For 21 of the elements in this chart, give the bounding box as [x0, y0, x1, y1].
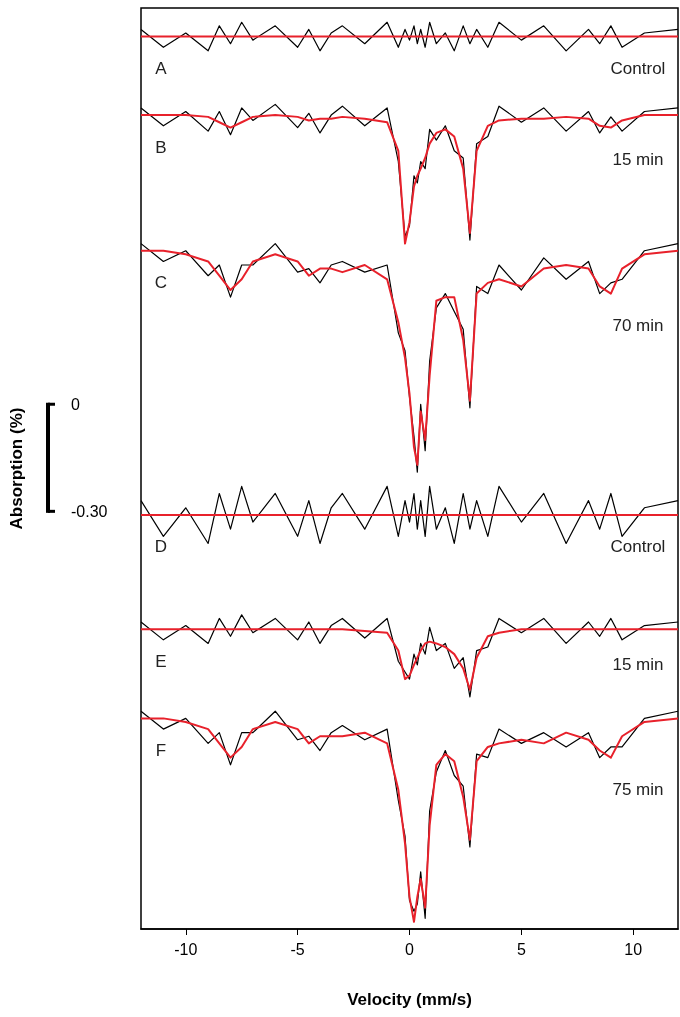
annotation: B [155, 137, 167, 157]
x-tick-label: -10 [174, 940, 198, 958]
annotation: 75 min [612, 780, 664, 800]
y-tick-label: -0.30 [71, 502, 108, 520]
x-tick-label: 10 [624, 940, 643, 958]
annotation: Control [610, 59, 666, 79]
annotation: 70 min [612, 316, 664, 336]
annotation: D [154, 537, 168, 557]
annotation: C [154, 273, 168, 293]
annotation: A [155, 59, 168, 79]
annotation: E [155, 651, 167, 671]
annotation: F [155, 740, 167, 760]
y-axis-title: Absorption (%) [7, 407, 26, 530]
x-tick-label: 0 [405, 940, 415, 958]
x-tick-label: -5 [290, 940, 305, 958]
x-axis-title: Velocity (mm/s) [347, 990, 472, 1009]
annotation: Control [610, 537, 666, 557]
line-series [140, 628, 679, 691]
annotation: 15 min [612, 150, 664, 170]
x-tick-label: 5 [516, 940, 526, 958]
annotation: 15 min [612, 655, 664, 675]
